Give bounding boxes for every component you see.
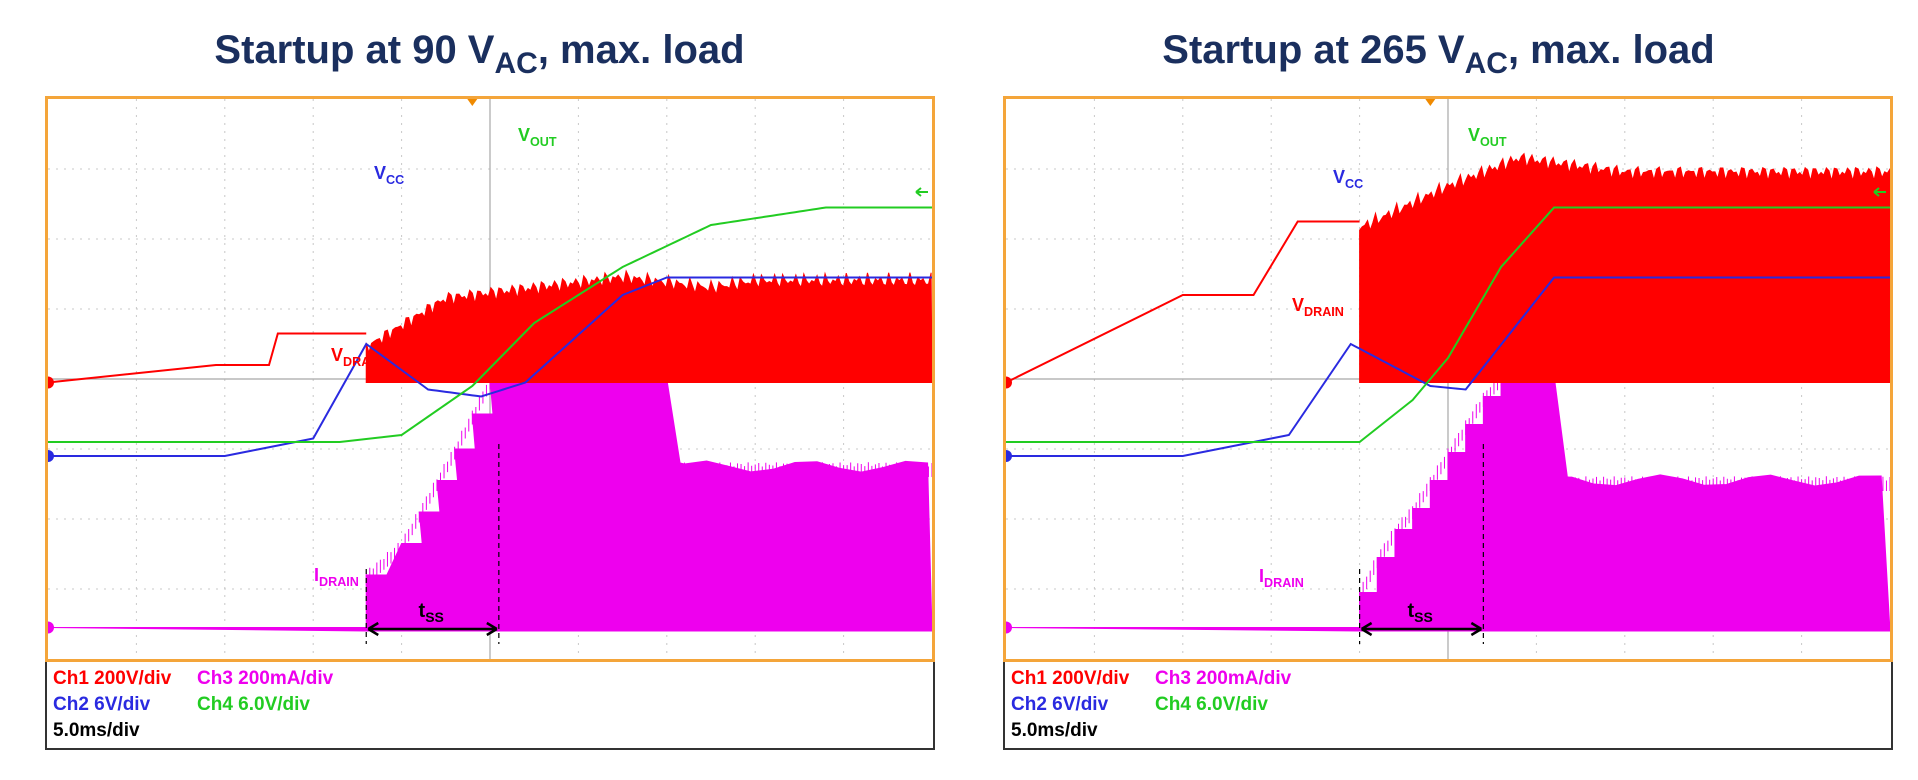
vcc-trace <box>1006 276 1890 457</box>
scope-plot: VOUT VCC VDRAIN IDRAIN tSS <box>1006 99 1890 659</box>
vdrain-label: VDRAIN <box>331 345 383 369</box>
vdrain-precharge <box>48 332 367 384</box>
ch3-ground-marker <box>48 621 54 634</box>
channel-legend: Ch1 200V/div Ch3 200mA/div Ch2 6V/div Ch… <box>1003 662 1893 750</box>
legend-ch2: Ch2 6V/div <box>1011 694 1109 715</box>
vout-offscreen-arrow <box>1873 187 1886 197</box>
idrain-trace <box>48 378 932 632</box>
legend-timebase: 5.0ms/div <box>1011 720 1098 741</box>
legend-ch2: Ch2 6V/div <box>53 694 151 715</box>
trigger-marker <box>1425 99 1436 106</box>
scope-screen: VOUT VCC VDRAIN IDRAIN tSS <box>1003 96 1893 662</box>
scope-plot: VOUT VCC VDRAIN IDRAIN tSS <box>48 99 932 659</box>
vdrain-trace <box>365 269 932 383</box>
legend-ch3: Ch3 200mA/div <box>1155 668 1292 689</box>
idrain-label: IDRAIN <box>1259 566 1304 590</box>
legend-ch1: Ch1 200V/div <box>1011 668 1130 689</box>
legend-ch4: Ch4 6.0V/div <box>1155 694 1268 715</box>
tss-arrow <box>367 621 498 637</box>
legend-ch1: Ch1 200V/div <box>53 668 172 689</box>
ch3-ground-marker <box>1006 621 1012 634</box>
legend-timebase: 5.0ms/div <box>53 720 140 741</box>
tss-label: tSS <box>1407 600 1432 625</box>
vout-trace <box>1006 206 1890 443</box>
chart-panel-265vac: Startup at 265 VAC, max. load VOUT VCC VDR… <box>959 0 1918 780</box>
ch1-ground-marker <box>48 376 54 389</box>
idrain-label: IDRAIN <box>314 565 359 589</box>
vcc-label: VCC <box>1333 167 1363 191</box>
vdrain-precharge <box>1006 220 1360 384</box>
chart-panel-90vac: Startup at 90 VAC, max. load VOUT VCC VDRA… <box>45 28 935 750</box>
scope-screen: VOUT VCC VDRAIN IDRAIN tSS <box>45 96 935 662</box>
trigger-marker <box>467 99 478 106</box>
vout-label: VOUT <box>518 125 557 149</box>
vout-label: VOUT <box>1468 125 1507 149</box>
tss-arrow <box>1360 621 1483 637</box>
legend-ch4: Ch4 6.0V/div <box>197 694 310 715</box>
legend-ch3: Ch3 200mA/div <box>197 668 334 689</box>
ch2-ground-marker <box>48 450 54 462</box>
vout-offscreen-arrow <box>915 187 928 197</box>
vcc-trace <box>48 276 932 457</box>
vcc-label: VCC <box>374 163 404 187</box>
vdrain-label: VDRAIN <box>1292 295 1344 319</box>
ch1-ground-marker <box>1006 376 1012 389</box>
channel-legend: Ch1 200V/div Ch3 200mA/div Ch2 6V/div Ch… <box>45 662 935 750</box>
ch2-ground-marker <box>1006 450 1012 462</box>
vout-trace <box>48 206 932 443</box>
chart-title: Startup at 265 VAC, max. load <box>1162 28 1715 80</box>
tss-label: tSS <box>419 600 444 625</box>
vdrain-trace <box>1359 152 1890 383</box>
chart-title: Startup at 90 VAC, max. load <box>214 28 745 80</box>
